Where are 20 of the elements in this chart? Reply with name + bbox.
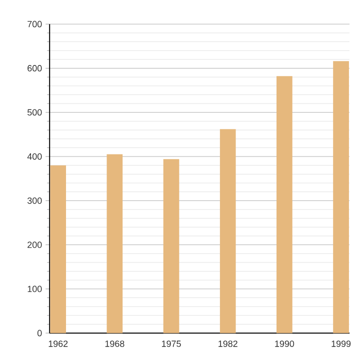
bar — [163, 159, 180, 334]
x-tick-label: 1990 — [275, 340, 294, 347]
x-tick-label: 1968 — [105, 340, 124, 347]
x-tick-label: 1999 — [332, 340, 351, 347]
bar — [50, 165, 66, 334]
y-tick-label: 300 — [27, 197, 42, 204]
y-tick-label: 400 — [27, 153, 42, 160]
bar — [333, 61, 349, 334]
y-tick-label: 0 — [37, 330, 42, 336]
bar — [106, 154, 123, 334]
x-tick-label: 1962 — [48, 340, 68, 347]
y-tick-label: 200 — [28, 242, 42, 248]
y-tick-label: 100 — [28, 286, 42, 292]
x-tick-label: 1982 — [218, 340, 238, 347]
bar — [276, 76, 292, 334]
x-tick-label: 1975 — [162, 340, 181, 347]
bar — [220, 129, 236, 334]
y-tick-label: 600 — [28, 65, 42, 72]
y-tick-label: 500 — [28, 109, 42, 116]
y-tick-label: 700 — [28, 20, 42, 28]
